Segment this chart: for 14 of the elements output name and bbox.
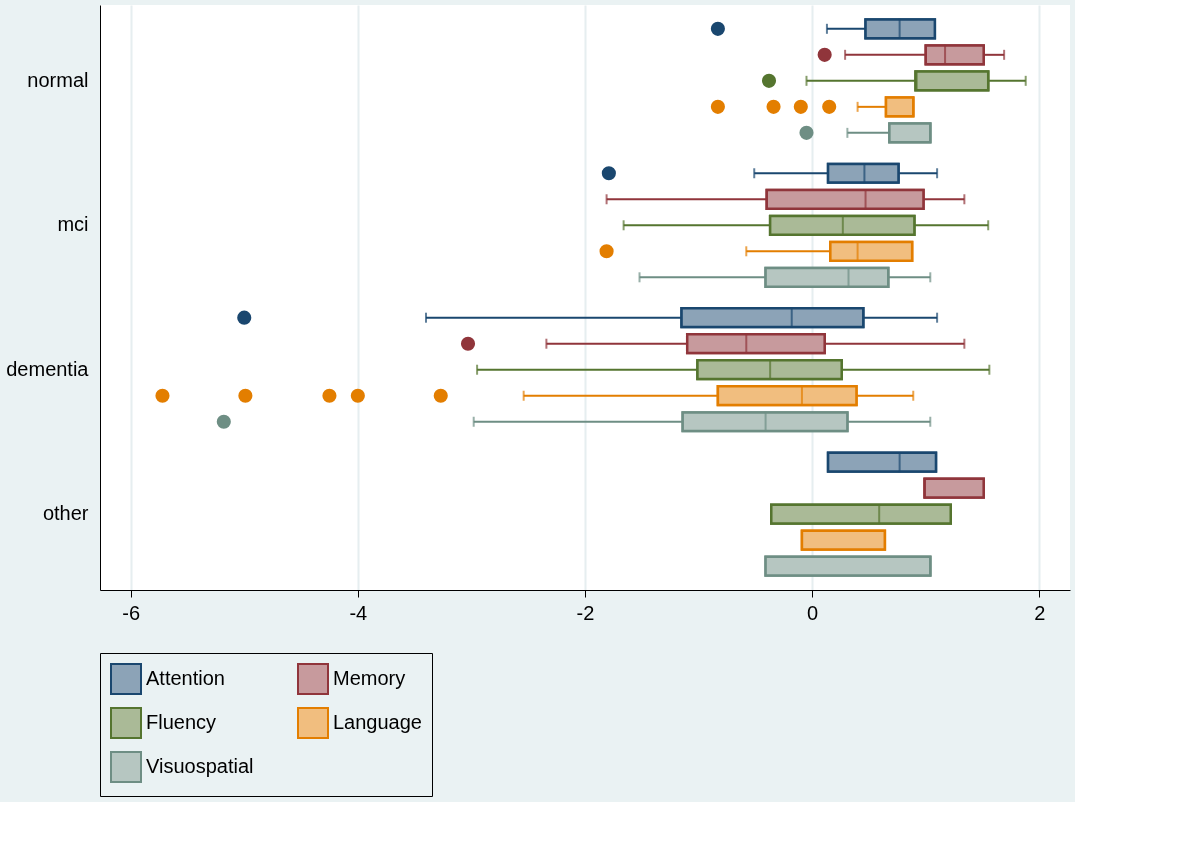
- legend-label: Attention: [146, 667, 225, 689]
- legend-label: Visuospatial: [146, 755, 254, 777]
- x-tick-label: -4: [349, 601, 368, 624]
- legend-label: Fluency: [146, 711, 217, 733]
- y-tick-label: dementia: [6, 357, 90, 380]
- x-tick-label: -2: [576, 601, 595, 624]
- x-tick-label: -6: [122, 601, 141, 624]
- y-tick-label: mci: [57, 213, 89, 236]
- legend-label: Language: [333, 711, 422, 733]
- y-tick-label: other: [42, 502, 89, 525]
- legend-label: Memory: [333, 667, 406, 689]
- x-tick-label: 2: [1034, 601, 1046, 624]
- x-tick-label: 0: [807, 601, 819, 624]
- y-tick-label: normal: [27, 68, 89, 91]
